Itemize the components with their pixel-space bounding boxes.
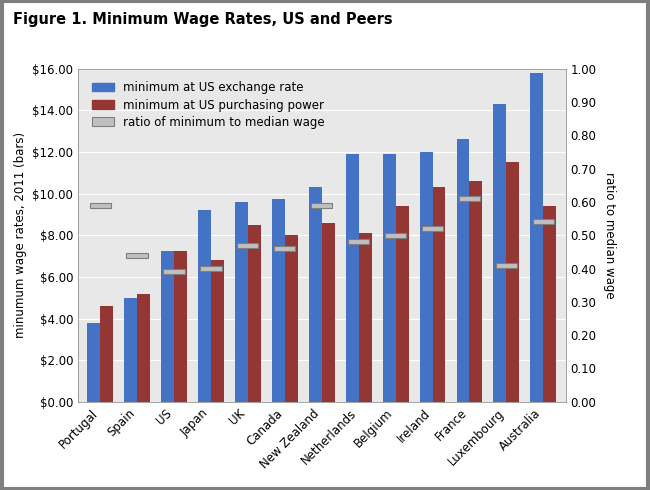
Bar	[383, 154, 396, 402]
Bar	[137, 294, 150, 402]
Bar	[235, 202, 248, 402]
Legend: minimum at US exchange rate, minimum at US purchasing power, ratio of minimum to: minimum at US exchange rate, minimum at …	[89, 78, 328, 132]
Bar	[127, 252, 148, 258]
Bar	[163, 269, 185, 274]
Bar	[161, 251, 174, 402]
Bar	[456, 139, 469, 402]
Bar	[100, 306, 113, 402]
Bar	[493, 104, 506, 402]
Bar	[506, 162, 519, 402]
Bar	[469, 181, 482, 402]
Bar	[348, 239, 369, 245]
Bar	[200, 266, 222, 271]
Bar	[385, 233, 406, 238]
Bar	[248, 225, 261, 402]
Bar	[432, 187, 445, 402]
Bar	[90, 202, 110, 208]
Bar	[285, 235, 298, 402]
Bar	[237, 243, 259, 248]
Bar	[533, 219, 554, 224]
Bar	[272, 199, 285, 402]
Bar	[198, 210, 211, 402]
Bar	[530, 73, 543, 402]
Bar	[322, 222, 335, 402]
Text: Figure 1. Minimum Wage Rates, US and Peers: Figure 1. Minimum Wage Rates, US and Pee…	[13, 12, 393, 27]
Bar	[87, 322, 100, 402]
Bar	[211, 260, 224, 402]
Bar	[422, 226, 443, 231]
Bar	[396, 206, 409, 402]
Bar	[496, 263, 517, 268]
Bar	[459, 196, 480, 201]
Bar	[359, 233, 372, 402]
Bar	[420, 152, 432, 402]
Bar	[174, 251, 187, 402]
Bar	[124, 297, 137, 402]
Bar	[274, 246, 295, 251]
Bar	[309, 187, 322, 402]
Bar	[346, 154, 359, 402]
Y-axis label: ratio to median wage: ratio to median wage	[603, 172, 616, 298]
Y-axis label: minumum wage rates, 2011 (bars): minumum wage rates, 2011 (bars)	[14, 132, 27, 338]
Bar	[543, 206, 556, 402]
Bar	[311, 202, 332, 208]
